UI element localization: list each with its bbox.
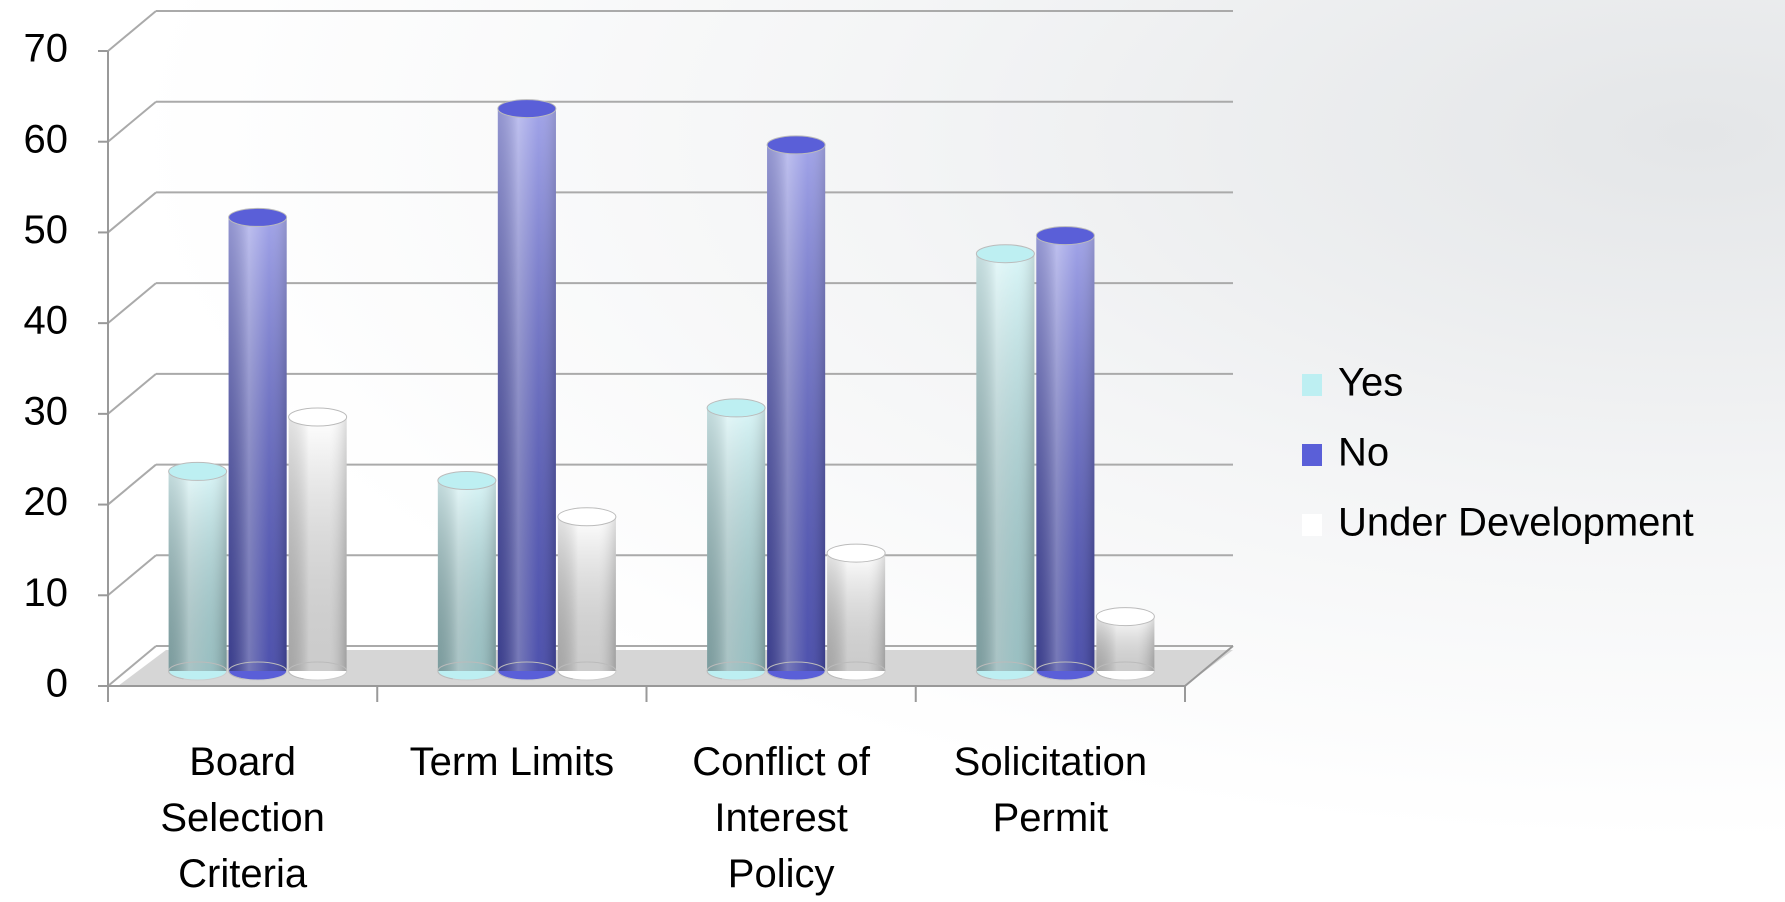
x-tick-label: Solicitation Permit <box>953 740 1148 840</box>
cylinder-top <box>288 407 348 427</box>
x-tick-label: Board Selection Criteria <box>160 740 325 896</box>
legend-label: No <box>1338 431 1389 475</box>
bar-shade <box>827 553 886 671</box>
cylinder-base-shade <box>1035 661 1095 681</box>
cylinder-top <box>1095 607 1155 627</box>
cylinder-top <box>437 471 497 490</box>
grid-line <box>107 282 157 324</box>
floor <box>118 650 1233 686</box>
bar-shade <box>228 217 287 671</box>
grid-line <box>107 554 157 597</box>
y-tick-label: 70 <box>24 27 69 71</box>
y-tick-label: 50 <box>24 208 69 252</box>
cylinder-top <box>168 461 228 481</box>
cylinder <box>497 99 557 681</box>
bar-shade <box>437 480 496 671</box>
bar-shade <box>557 516 616 671</box>
bar-shade <box>168 471 227 671</box>
cylinder <box>168 461 228 681</box>
bar-shade <box>707 407 766 671</box>
cylinder <box>557 507 617 681</box>
cylinder-top <box>497 99 557 119</box>
cylinder-top <box>975 244 1035 264</box>
cylinder-base-shade <box>228 661 288 681</box>
cylinder <box>766 135 826 681</box>
legend-label: Yes <box>1338 361 1403 405</box>
y-tick-label: 10 <box>24 571 69 615</box>
cylinder-top <box>766 135 826 155</box>
cylinder <box>706 398 766 681</box>
cylinder-top <box>228 207 288 227</box>
cylinder-base-shade <box>826 661 886 681</box>
cylinder-base-shade <box>1095 661 1155 681</box>
grid-line <box>107 373 157 415</box>
cylinder-base-shade <box>766 661 826 681</box>
grid-line <box>107 463 157 506</box>
x-tick-label: Conflict of Interest Policy <box>692 740 871 896</box>
cylinder-top <box>1035 226 1095 246</box>
legend-swatch <box>1302 374 1322 396</box>
cylinder-top <box>826 543 886 563</box>
bar-shade <box>497 108 556 672</box>
legend-swatch <box>1302 444 1322 466</box>
grid-line <box>107 191 157 234</box>
y-tick-label: 20 <box>24 480 69 524</box>
cylinder-base-shade <box>975 661 1035 681</box>
x-axis-depth <box>1184 645 1234 687</box>
bar-shade <box>288 417 347 671</box>
x-tick-label: Term Limits <box>409 740 615 784</box>
cylinder-base-shade <box>497 661 557 681</box>
cylinder-base-shade <box>288 661 348 681</box>
y-tick-label: 60 <box>24 117 69 161</box>
cylinder <box>228 207 288 681</box>
y-tick-label: 30 <box>24 389 69 433</box>
y-tick-label: 0 <box>46 662 68 706</box>
bar-shade <box>767 144 826 671</box>
grid-line <box>107 645 157 687</box>
cylinder-top <box>557 507 617 527</box>
grid-line <box>107 100 157 143</box>
cylinder <box>437 471 497 681</box>
cylinder <box>1095 607 1155 681</box>
bar-shade <box>1036 235 1095 672</box>
cylinder-base-shade <box>168 661 228 681</box>
cylinder <box>1035 226 1095 681</box>
cylinder-top <box>706 398 766 418</box>
grid-line <box>107 10 157 52</box>
y-tick-label: 40 <box>24 299 69 343</box>
bar-shade <box>976 253 1035 671</box>
cylinder-base-shade <box>557 661 617 681</box>
legend-swatch <box>1302 514 1322 536</box>
legend-label: Under Development <box>1338 501 1694 545</box>
cylinder <box>975 244 1035 681</box>
cylinder <box>826 543 886 681</box>
cylinder-base-shade <box>437 661 497 681</box>
cylinder-base-shade <box>706 661 766 681</box>
cylinder <box>288 407 348 681</box>
